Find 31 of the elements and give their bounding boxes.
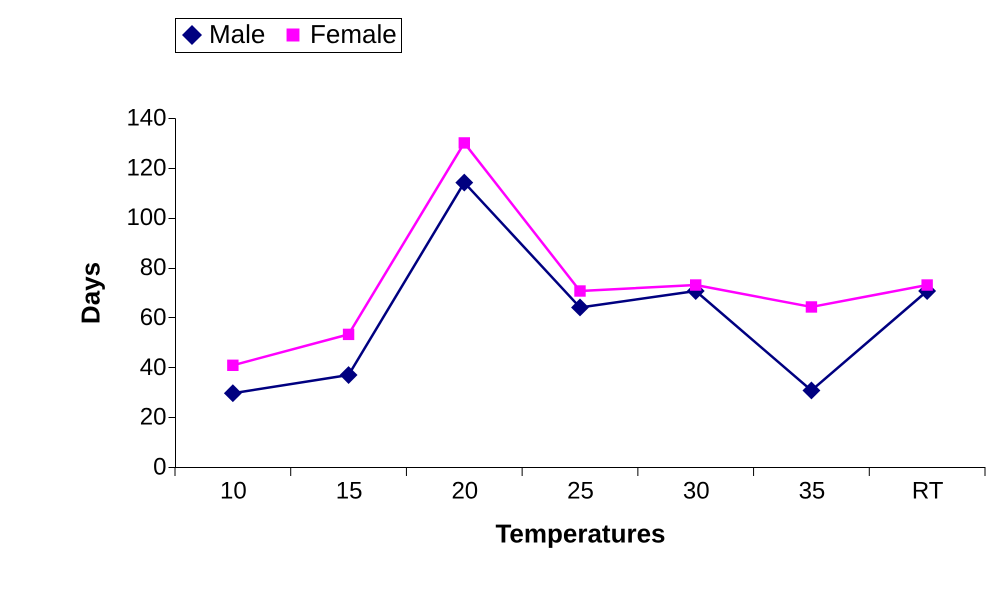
point [802, 382, 820, 400]
point [921, 279, 933, 291]
y-tick-label: 140 [126, 104, 166, 132]
y-tick-label: 100 [126, 204, 166, 232]
legend-label: Female [310, 19, 397, 49]
point [227, 360, 239, 371]
x-tick-label: 25 [567, 478, 594, 504]
y-axis-title: Days [75, 262, 106, 324]
point [806, 301, 818, 313]
point [458, 137, 470, 149]
y-tick-label: 120 [126, 154, 166, 182]
point [340, 366, 358, 384]
x-tick-label: RT [912, 478, 944, 504]
point [455, 174, 474, 192]
y-tick-label: 20 [140, 404, 166, 431]
x-tick-label: 20 [451, 478, 478, 504]
x-tick-label: 15 [336, 478, 362, 504]
y-tick-label: 0 [153, 454, 166, 480]
x-axis-title: Temperatures [495, 518, 666, 548]
point [224, 384, 242, 402]
y-tick-label: 40 [140, 354, 166, 381]
y-tick-label: 80 [140, 254, 166, 282]
point [574, 285, 586, 297]
x-tick-label: 10 [220, 478, 247, 504]
point [342, 328, 354, 340]
legend-label: Male [209, 19, 266, 49]
x-tick-label: 35 [798, 478, 826, 504]
point [690, 279, 702, 291]
y-tick-label: 60 [140, 304, 166, 331]
x-tick-label: 30 [682, 478, 710, 504]
point [571, 298, 589, 316]
